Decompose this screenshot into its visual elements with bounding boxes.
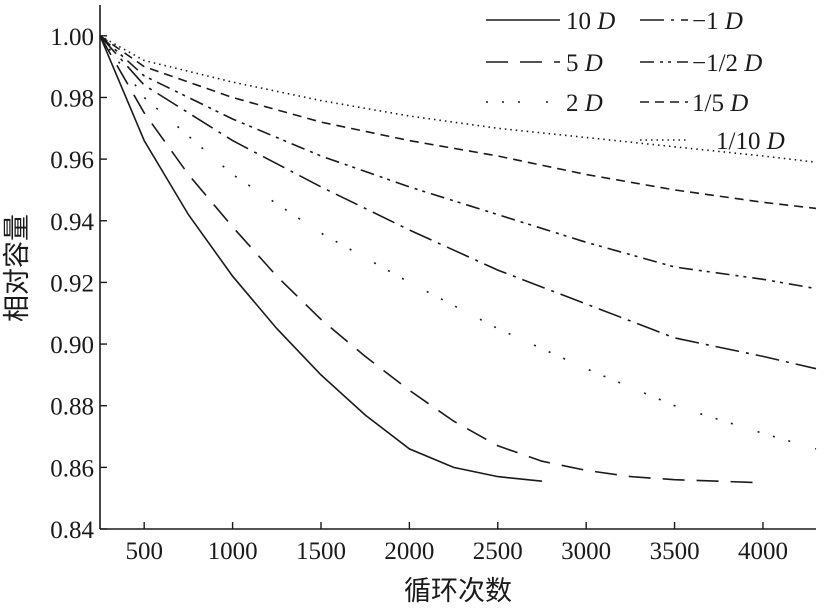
- series-line-neg-1d: [99, 35, 817, 370]
- y-ticks: 1.00 0.98 0.96 0.94 0.92 0.90 0.88 0.86 0.84: [50, 24, 107, 544]
- legend-label-1-5d: 1/5 D: [692, 90, 748, 117]
- series-line-neg-1-2d: [99, 35, 817, 290]
- x-tick-label: 2000: [384, 538, 434, 565]
- series-layer: [99, 35, 817, 484]
- y-tick-label: 0.88: [50, 394, 94, 421]
- y-tick-label: 0.92: [50, 270, 94, 297]
- legend-label-1-10d: 1/10 D: [716, 128, 785, 155]
- x-tick-label: 1000: [208, 538, 258, 565]
- x-tick-label: 3000: [561, 538, 611, 565]
- series-line-10d: [99, 35, 543, 482]
- y-tick-label: 0.94: [50, 209, 94, 236]
- legend: 10 D 5 D 2 D −1 D −1/2 D 1/5 D 1/10 D: [486, 8, 785, 155]
- y-tick-label: 0.86: [50, 455, 94, 482]
- y-tick-label: 1.00: [50, 24, 94, 51]
- legend-label-neg-1d: −1 D: [692, 8, 743, 35]
- x-tick-label: 4000: [738, 538, 788, 565]
- y-tick-label: 0.84: [50, 517, 94, 544]
- legend-label-5d: 5 D: [566, 50, 603, 77]
- x-tick-label: 2500: [473, 538, 523, 565]
- y-tick-label: 0.96: [50, 147, 94, 174]
- series-line-1-10d: [99, 35, 817, 163]
- y-tick-label: 0.98: [50, 85, 94, 112]
- plot-frame: [99, 5, 816, 530]
- x-axis-title: 循环次数: [404, 576, 512, 607]
- y-axis-title: 相对容量: [2, 214, 33, 322]
- x-tick-label: 500: [125, 538, 163, 565]
- y-tick-label: 0.90: [50, 332, 94, 359]
- x-tick-label: 3500: [650, 538, 700, 565]
- legend-label-10d: 10 D: [566, 8, 615, 35]
- x-tick-label: 1500: [296, 538, 346, 565]
- legend-label-2d: 2 D: [566, 90, 603, 117]
- x-ticks: 500 1000 1500 2000 2500 3000 3500 4000: [125, 522, 788, 565]
- legend-label-neg-1-2d: −1/2 D: [692, 50, 762, 77]
